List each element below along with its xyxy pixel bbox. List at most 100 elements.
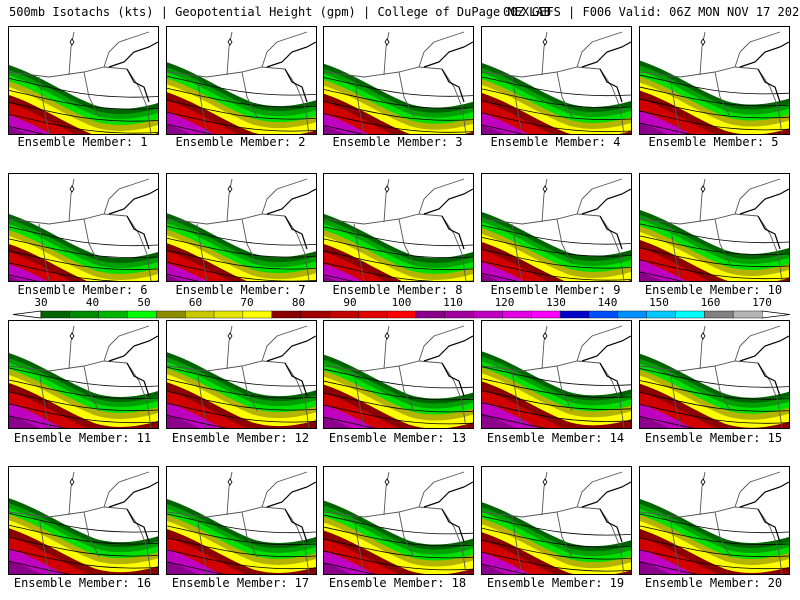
height-contour bbox=[167, 112, 316, 132]
wind-speed-band bbox=[482, 564, 631, 574]
height-contour bbox=[9, 102, 158, 122]
political-border bbox=[541, 178, 548, 223]
wind-speed-band bbox=[482, 401, 631, 428]
political-border bbox=[103, 325, 150, 362]
wind-speed-band bbox=[482, 540, 631, 574]
height-contour bbox=[167, 525, 316, 546]
colorbar-tick-label: 60 bbox=[188, 296, 203, 309]
wind-speed-band bbox=[9, 264, 158, 281]
height-contour bbox=[324, 238, 473, 259]
wind-speed-band bbox=[167, 124, 316, 134]
political-border bbox=[38, 223, 50, 281]
isotach-map bbox=[324, 325, 473, 428]
ensemble-panel-14 bbox=[481, 320, 632, 429]
political-border bbox=[126, 362, 152, 428]
colorbar-cell bbox=[502, 310, 532, 319]
ensemble-panel-2 bbox=[166, 26, 317, 135]
political-border bbox=[418, 325, 465, 362]
height-contour bbox=[9, 90, 158, 110]
ensemble-panel-13 bbox=[323, 320, 474, 429]
height-contour bbox=[167, 124, 213, 134]
height-contour bbox=[640, 416, 695, 428]
isotach-map bbox=[324, 31, 473, 134]
height-contour bbox=[482, 124, 525, 134]
height-contour bbox=[324, 101, 473, 121]
political-border bbox=[441, 68, 467, 134]
colorbar-tick-label: 50 bbox=[137, 296, 151, 309]
height-contour bbox=[9, 525, 158, 545]
lake-marker bbox=[542, 332, 548, 340]
height-contour bbox=[9, 415, 67, 428]
political-border bbox=[734, 31, 781, 68]
political-border bbox=[576, 178, 623, 215]
height-contour bbox=[9, 226, 158, 247]
coastline bbox=[423, 335, 473, 397]
ensemble-member-label: Ensemble Member: 11 bbox=[13, 431, 152, 445]
ensemble-member-label: Ensemble Member: 15 bbox=[644, 431, 783, 445]
political-border bbox=[714, 218, 731, 265]
height-contour bbox=[482, 88, 631, 109]
wind-speed-band bbox=[640, 391, 789, 428]
political-border bbox=[103, 178, 150, 215]
height-contour bbox=[167, 513, 316, 534]
lake-marker bbox=[542, 38, 548, 46]
political-border bbox=[541, 471, 548, 516]
wind-speed-band bbox=[167, 537, 316, 574]
height-contour bbox=[324, 226, 473, 247]
ensemble-panel-16 bbox=[8, 466, 159, 575]
coastline bbox=[266, 335, 316, 397]
height-contour bbox=[9, 537, 158, 557]
lake-marker bbox=[227, 38, 233, 46]
height-contour bbox=[9, 513, 158, 533]
political-border bbox=[669, 516, 681, 574]
political-border bbox=[126, 215, 152, 281]
political-border bbox=[556, 71, 573, 118]
wind-speed-band bbox=[482, 274, 631, 281]
wind-speed-band bbox=[640, 549, 789, 574]
lake-marker bbox=[227, 332, 233, 340]
height-contour bbox=[640, 525, 789, 546]
height-contour bbox=[167, 391, 316, 411]
ensemble-panel-20 bbox=[639, 466, 790, 575]
ensemble-panel-6 bbox=[8, 173, 159, 282]
colorbar-cell bbox=[98, 310, 129, 319]
political-border bbox=[68, 325, 75, 370]
wind-speed-band bbox=[324, 101, 473, 134]
wind-speed-band bbox=[640, 110, 789, 134]
ensemble-panel-15 bbox=[639, 320, 790, 429]
political-border bbox=[353, 223, 365, 281]
height-contour bbox=[9, 250, 158, 271]
ensemble-panel-11 bbox=[8, 320, 159, 429]
ensemble-panel-12 bbox=[166, 320, 317, 429]
colorbar bbox=[12, 310, 791, 319]
height-contour bbox=[167, 379, 316, 399]
colorbar-tick-label: 30 bbox=[34, 296, 48, 309]
political-border bbox=[68, 31, 75, 76]
coastline bbox=[423, 41, 473, 103]
height-contour bbox=[324, 404, 473, 425]
lake-marker bbox=[384, 38, 390, 46]
political-border bbox=[226, 178, 233, 223]
colorbar-right-arrow bbox=[761, 310, 791, 319]
colorbar-cell bbox=[127, 310, 157, 319]
political-border bbox=[261, 471, 308, 508]
political-border bbox=[284, 215, 310, 281]
height-contour bbox=[167, 250, 316, 270]
political-border bbox=[734, 471, 781, 508]
political-border bbox=[126, 68, 152, 134]
height-contour bbox=[482, 378, 631, 398]
wind-speed-band bbox=[9, 548, 158, 574]
height-contour bbox=[9, 549, 158, 569]
wind-speed-band bbox=[9, 127, 158, 134]
political-border bbox=[38, 370, 50, 428]
coastline bbox=[581, 41, 631, 103]
colorbar-left-arrow bbox=[12, 310, 42, 319]
political-border bbox=[196, 370, 208, 428]
height-contour bbox=[482, 261, 631, 281]
ensemble-member-label: Ensemble Member: 1 bbox=[17, 135, 148, 149]
ensemble-panel-4 bbox=[481, 26, 632, 135]
ensemble-member-label: Ensemble Member: 2 bbox=[175, 135, 306, 149]
height-contour bbox=[9, 126, 45, 134]
wind-speed-band bbox=[324, 416, 473, 428]
colorbar-cell bbox=[358, 310, 388, 319]
